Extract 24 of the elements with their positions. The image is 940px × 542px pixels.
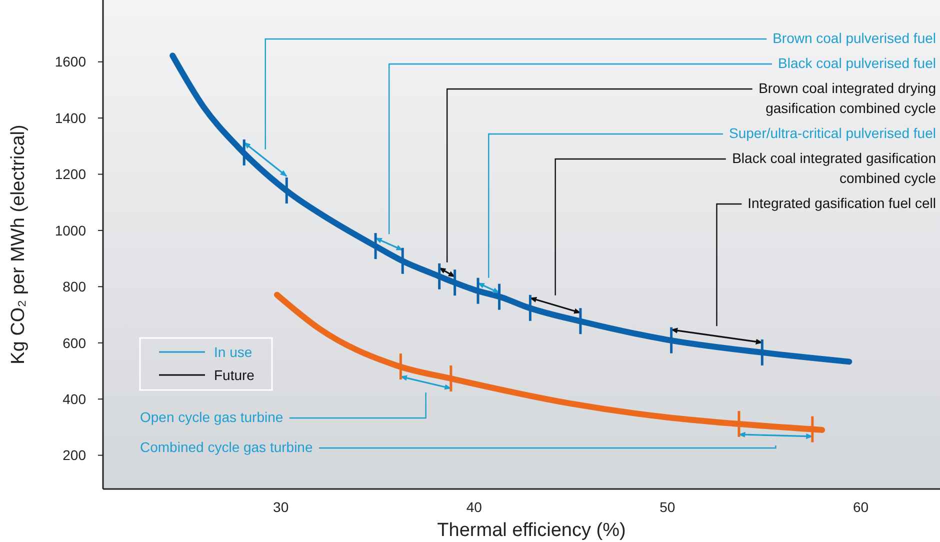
y-tick-label: 1200 xyxy=(54,166,86,182)
annotation: Black coal integrated gasification combined cycle xyxy=(732,150,936,186)
y-tick-label: 600 xyxy=(62,334,86,351)
annotation: Brown coal pulverised fuel xyxy=(772,30,936,46)
y-tick-label: 1600 xyxy=(54,54,86,70)
annotation: Super/ultra-critical pulverised fuel xyxy=(729,125,936,141)
annotation: Brown coal integrated drying gasification combined cycle xyxy=(758,80,936,116)
annotation: Combined cycle gas turbine xyxy=(140,439,313,455)
y-tick-label: 800 xyxy=(62,278,86,295)
annotation: Integrated gasification fuel cell xyxy=(748,195,936,211)
y-tick-label: 400 xyxy=(62,390,86,407)
x-tick-label: 60 xyxy=(852,499,869,515)
legend-label: Future xyxy=(214,366,255,383)
annotation: Black coal pulverised fuel xyxy=(778,55,936,71)
y-axis-title: Kg CO₂ per MWh (electrical) xyxy=(8,124,29,364)
x-axis-title: Thermal efficiency (%) xyxy=(437,520,626,541)
y-tick-label: 1000 xyxy=(54,222,86,238)
x-tick-label: 40 xyxy=(466,499,482,515)
legend-label: In use xyxy=(214,344,252,360)
y-tick-label: 1400 xyxy=(54,110,86,126)
x-tick-label: 30 xyxy=(273,499,289,515)
y-tick-label: 200 xyxy=(62,447,86,464)
annotation: Open cycle gas turbine xyxy=(140,409,284,425)
x-tick-label: 50 xyxy=(660,499,676,515)
